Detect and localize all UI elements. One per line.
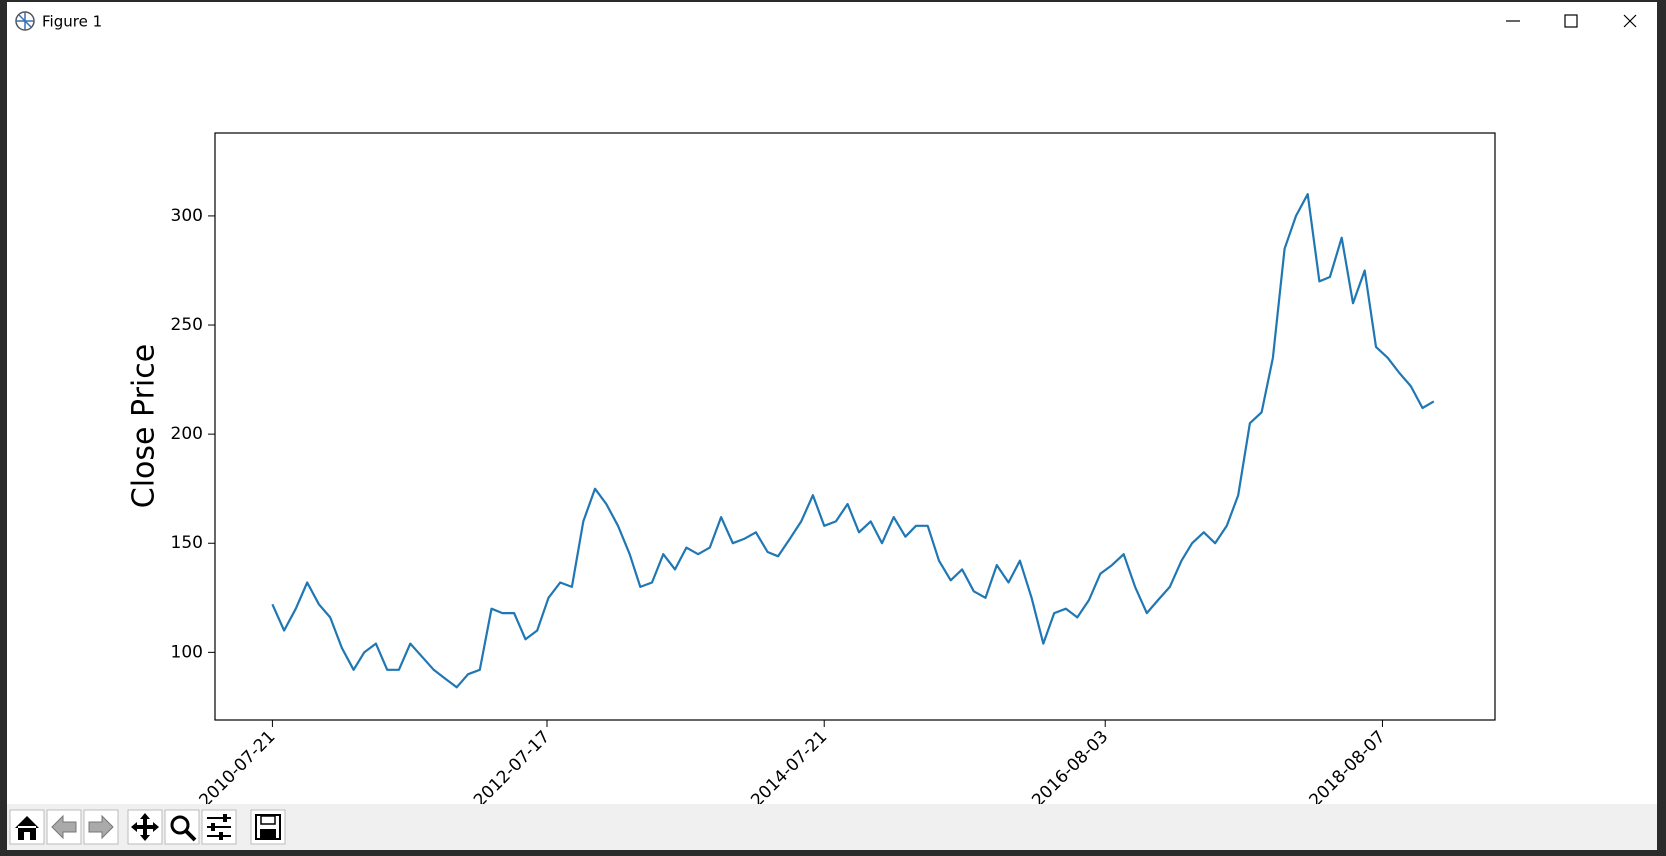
y-axis-label: Close Price — [127, 344, 162, 508]
close-button[interactable] — [1623, 14, 1637, 28]
y-tick-label: 100 — [171, 642, 203, 662]
y-tick-label: 150 — [171, 533, 203, 553]
maximize-button[interactable] — [1564, 14, 1578, 28]
pan-button[interactable] — [127, 809, 163, 845]
y-tick-label: 250 — [171, 315, 203, 335]
price-line — [271, 193, 1435, 689]
y-tick-label: 300 — [171, 206, 203, 226]
app-icon-glyph — [16, 12, 34, 30]
configure-button[interactable] — [201, 809, 237, 845]
home-button[interactable] — [9, 809, 45, 845]
back-button[interactable] — [46, 809, 82, 845]
toolbar — [7, 804, 1657, 850]
forward-button[interactable] — [83, 809, 119, 845]
y-tick-label: 200 — [171, 424, 203, 444]
window-body — [7, 2, 1657, 850]
window-title: Figure 1 — [42, 13, 102, 31]
save-button[interactable] — [250, 809, 286, 845]
zoom-button[interactable] — [164, 809, 200, 845]
axes-frame — [214, 132, 1496, 721]
